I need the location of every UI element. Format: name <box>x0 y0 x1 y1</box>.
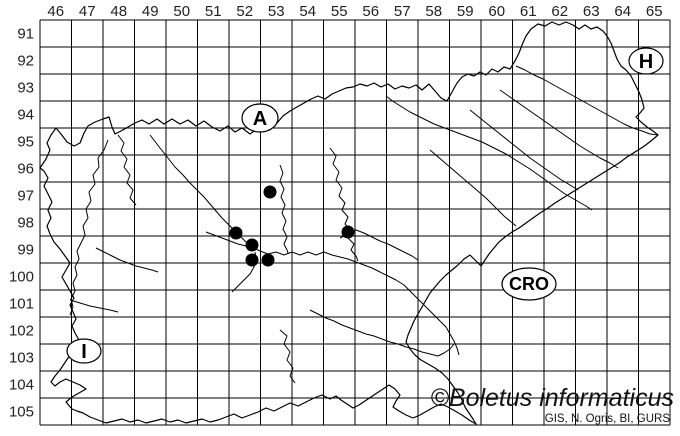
axis-label-top: 52 <box>236 3 253 20</box>
axis-label-top: 58 <box>425 3 442 20</box>
axis-label-left: 91 <box>17 26 34 43</box>
axis-label-top: 64 <box>614 3 631 20</box>
axis-label-top: 54 <box>299 3 316 20</box>
axis-label-top: 48 <box>110 3 127 20</box>
country-label-hungary: H <box>639 51 653 73</box>
axis-label-left: 92 <box>17 53 34 70</box>
axis-label-left: 97 <box>17 188 34 205</box>
river-soca <box>69 139 109 316</box>
occurrence-dot <box>229 226 243 240</box>
country-ellipse-hungary <box>628 47 664 75</box>
axis-label-left: 101 <box>9 296 34 313</box>
country-label-italy: I <box>81 341 87 363</box>
country-ellipse-italy <box>66 338 102 364</box>
slovenia-border <box>39 21 659 425</box>
country-ellipse-austria <box>241 103 279 133</box>
occurrence-dot <box>263 185 277 199</box>
river-idrijca <box>95 247 159 273</box>
occurrence-dot <box>261 253 275 267</box>
axis-label-left: 95 <box>17 134 34 151</box>
river-bohinjka <box>117 134 137 206</box>
axis-label-left: 100 <box>9 269 34 286</box>
watermark-text: ©Boletus informaticus <box>430 384 674 412</box>
axis-label-left: 102 <box>9 323 34 340</box>
occurrence-dots <box>229 185 355 267</box>
rivers <box>69 65 659 384</box>
river-mirna <box>279 329 296 384</box>
axis-label-left: 104 <box>9 377 34 394</box>
river-kamniska-bistrica <box>279 164 289 254</box>
axis-label-top: 62 <box>551 3 568 20</box>
axis-label-top: 50 <box>173 3 190 20</box>
axis-label-left: 93 <box>17 80 34 97</box>
axis-label-top: 47 <box>79 3 96 20</box>
river-mura <box>515 65 659 136</box>
river-vipava <box>69 299 119 313</box>
credits-text: GIS, N. Ogris, BI, GURS <box>544 413 670 425</box>
axis-label-top: 60 <box>488 3 505 20</box>
river-savinja <box>329 147 359 262</box>
axis-label-top: 63 <box>583 3 600 20</box>
axis-label-top: 46 <box>47 3 64 20</box>
occurrence-dot <box>245 238 259 252</box>
axis-label-left: 98 <box>17 215 34 232</box>
occurrence-dot <box>245 253 259 267</box>
occurrence-dot <box>341 225 355 239</box>
country-label-austria: A <box>253 108 267 130</box>
river-drava <box>385 95 593 211</box>
axis-label-top: 56 <box>362 3 379 20</box>
axis-label-left: 105 <box>9 404 34 421</box>
axis-label-top: 53 <box>268 3 285 20</box>
axis-label-top: 59 <box>457 3 474 20</box>
axis-label-top: 57 <box>394 3 411 20</box>
axis-label-top: 61 <box>520 3 537 20</box>
axis-label-left: 99 <box>17 242 34 259</box>
country-label-croatia: CRO <box>509 274 549 294</box>
country-ellipse-croatia <box>501 267 557 301</box>
grid <box>39 19 671 426</box>
river-sava <box>149 134 460 356</box>
axis-label-top: 49 <box>142 3 159 20</box>
axis-label-top: 51 <box>205 3 222 20</box>
axis-labels: 46 47 48 49 50 51 52 53 54 55 56 57 58 59 60 61 62 63 64 65… <box>9 3 663 421</box>
country-border-path <box>39 21 659 425</box>
axis-label-left: 103 <box>9 350 34 367</box>
axis-label-top: 55 <box>331 3 348 20</box>
river-ledava <box>499 89 619 169</box>
axis-label-left: 94 <box>17 107 34 124</box>
river-pesnica <box>469 109 579 191</box>
axis-label-top: 65 <box>646 3 663 20</box>
river-krka <box>309 309 455 357</box>
river-dravinja <box>429 149 517 227</box>
axis-label-left: 96 <box>17 161 34 178</box>
country-labels: A H CRO I <box>66 47 664 364</box>
